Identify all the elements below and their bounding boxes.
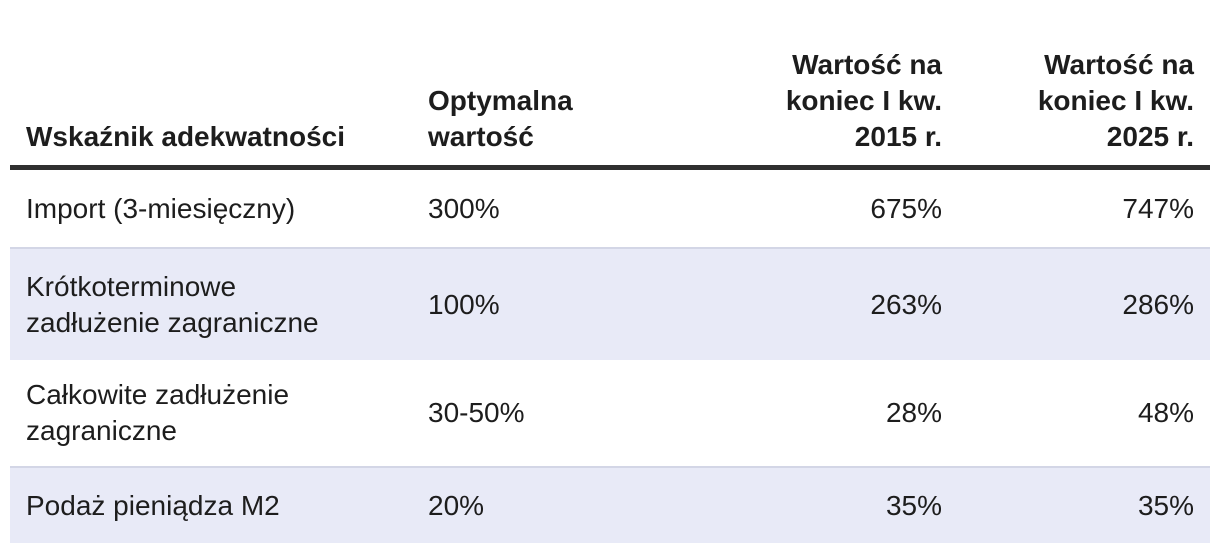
cell-value-2025: 35% [1137,489,1194,521]
cell-value-2015: 263% [870,288,942,320]
cell-optimal-value: 20% [428,489,485,521]
cell-indicator: Krótkoterminowe zadłużenie zagraniczne [26,270,319,338]
cell-value-2025: 286% [1122,288,1194,320]
cell-value-2015: 28% [885,397,942,428]
cell-value-2025: 48% [1137,397,1194,428]
table-row-short-term-debt: Krótkoterminowe zadłużenie zagraniczne 1… [10,247,1210,360]
adequacy-indicators-table: Wskaźnik adekwatności Optymalna wartość … [10,0,1210,543]
column-header-value-q1-2015: Wartość na koniec I kw. 2015 r. [785,49,942,152]
table-row-total-debt: Całkowite zadłużenie zagraniczne 30-50% … [10,360,1210,466]
cell-indicator: Import (3-miesięczny) [26,192,296,224]
cell-value-2015: 675% [870,192,942,224]
cell-value-2015: 35% [885,489,942,521]
table-header-row: Wskaźnik adekwatności Optymalna wartość … [10,0,1210,165]
cell-optimal-value: 300% [428,192,500,224]
column-header-optimal-value: Optymalna wartość [428,85,573,152]
header-rule-divider [10,165,1210,170]
table-row-import: Import (3-miesięczny) 300% 675% 747% [10,170,1210,247]
cell-indicator: Podaż pieniądza M2 [26,489,280,521]
column-header-value-q1-2025: Wartość na koniec I kw. 2025 r. [1037,49,1194,152]
cell-optimal-value: 100% [428,288,500,320]
column-header-indicator: Wskaźnik adekwatności [26,121,346,152]
table-row-m2-money-supply: Podaż pieniądza M2 20% 35% 35% [10,466,1210,543]
cell-indicator: Całkowite zadłużenie zagraniczne [26,379,290,446]
cell-value-2025: 747% [1122,192,1194,224]
cell-optimal-value: 30-50% [428,397,525,428]
